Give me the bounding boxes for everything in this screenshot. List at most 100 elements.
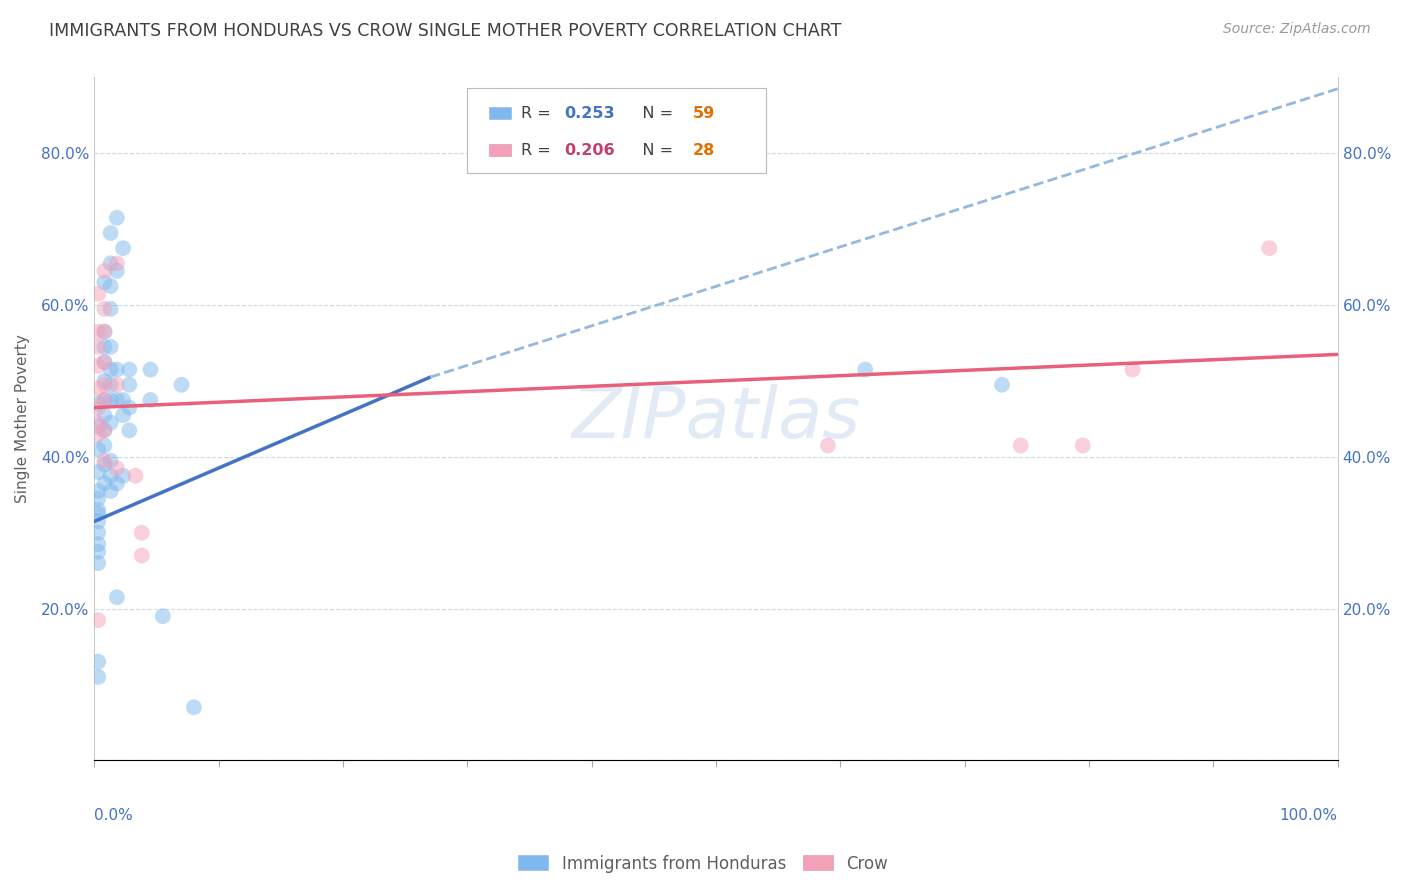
Point [93,264,115,278]
Point [853,362,876,376]
Point [93,340,115,354]
Point [124,468,146,483]
Point [93,423,115,437]
Point [87,325,110,339]
Point [87,514,110,528]
Point [152,609,174,624]
Point [87,401,110,415]
Point [118,401,141,415]
Text: 59: 59 [692,105,714,120]
Point [87,397,110,411]
FancyBboxPatch shape [488,107,510,120]
Point [93,377,115,392]
Point [87,655,110,669]
Point [183,700,205,714]
Text: ZIPatlas: ZIPatlas [572,384,860,453]
Point [93,355,115,369]
Point [87,556,110,570]
Point [118,362,141,376]
Point [100,416,122,430]
Text: R =: R = [520,143,555,158]
Text: 100.0%: 100.0% [1279,808,1337,823]
Text: N =: N = [627,143,678,158]
Point [112,241,135,255]
Point [105,256,128,270]
Point [87,525,110,540]
Point [100,301,122,316]
Y-axis label: Single Mother Poverty: Single Mother Poverty [15,334,30,503]
Point [87,613,110,627]
Point [100,279,122,293]
Point [87,491,110,506]
Point [87,359,110,373]
Point [87,340,110,354]
Point [87,382,110,396]
Text: 0.206: 0.206 [564,143,614,158]
Point [170,377,193,392]
Point [93,301,115,316]
Point [118,423,141,437]
Point [87,465,110,479]
Point [87,286,110,301]
Point [100,226,122,240]
Point [817,438,839,452]
Point [93,453,115,467]
Point [112,408,135,422]
Point [87,537,110,551]
Point [1010,438,1032,452]
Text: N =: N = [627,105,678,120]
Point [105,461,128,475]
Text: IMMIGRANTS FROM HONDURAS VS CROW SINGLE MOTHER POVERTY CORRELATION CHART: IMMIGRANTS FROM HONDURAS VS CROW SINGLE … [49,22,842,40]
Point [100,377,122,392]
Point [93,476,115,491]
Point [112,468,135,483]
Point [87,503,110,517]
Point [991,377,1014,392]
Point [100,362,122,376]
Point [93,458,115,472]
Point [87,419,110,434]
Point [100,392,122,407]
Point [105,362,128,376]
Point [87,670,110,684]
Point [105,392,128,407]
Point [1258,241,1281,255]
Point [87,545,110,559]
Point [1121,362,1143,376]
Point [93,325,115,339]
Point [93,392,115,407]
Point [87,427,110,442]
Point [131,525,153,540]
Point [93,276,115,290]
Point [139,392,162,407]
Point [105,211,128,225]
FancyBboxPatch shape [488,144,510,156]
Point [139,362,162,376]
Text: 28: 28 [692,143,714,158]
Point [93,438,115,452]
Point [105,476,128,491]
FancyBboxPatch shape [467,87,766,173]
Point [105,377,128,392]
Point [131,549,153,563]
Point [100,340,122,354]
Point [87,442,110,457]
Point [87,483,110,498]
Text: 0.0%: 0.0% [94,808,134,823]
Point [105,591,128,605]
Point [93,325,115,339]
Point [100,256,122,270]
Point [100,453,122,467]
Point [87,507,110,521]
Point [1071,438,1094,452]
Point [93,392,115,407]
Point [87,416,110,430]
Point [118,377,141,392]
Point [93,374,115,388]
Point [100,468,122,483]
Point [93,355,115,369]
Point [93,408,115,422]
Point [100,483,122,498]
Text: 0.253: 0.253 [564,105,614,120]
Point [105,264,128,278]
